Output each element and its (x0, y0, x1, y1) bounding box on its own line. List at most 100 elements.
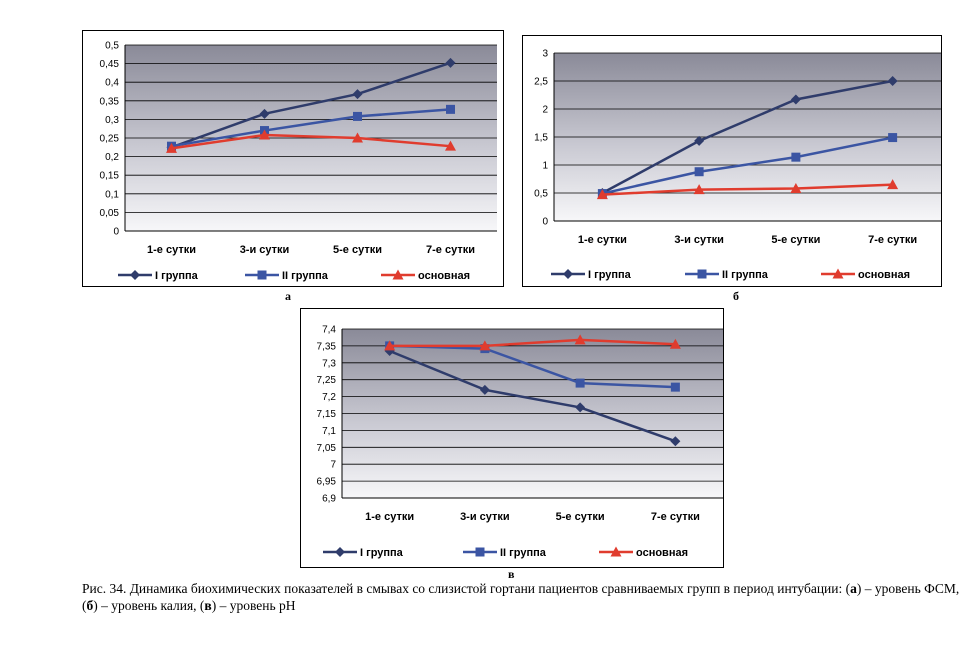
x-tick-label: 5-е сутки (333, 244, 382, 256)
y-tick-label: 6,95 (317, 477, 337, 488)
y-tick-label: 7,4 (322, 325, 336, 336)
legend-marker (610, 546, 622, 557)
data-point (259, 129, 270, 140)
data-point (670, 382, 680, 392)
y-tick-label: 6,9 (322, 494, 336, 505)
x-tick-label: 5-е сутки (771, 234, 820, 246)
data-point (693, 184, 705, 195)
legend-marker (563, 269, 573, 279)
x-tick-label: 1-е сутки (578, 234, 627, 246)
caption-ref-c: в (204, 598, 212, 613)
y-tick-label: 2,5 (534, 77, 548, 88)
series-line (389, 349, 676, 443)
chart-svg-b: 3 2,5 2 1,5 1 0,5 0 1-е сутки 3-и сутки 5-е сутки… (534, 49, 941, 281)
series-line (601, 79, 893, 195)
legend-label: I группа (588, 269, 632, 281)
y-tick-label: 0,15 (100, 171, 120, 182)
caption-mid2: ) – уровень калия, ( (93, 598, 205, 613)
x-tick-label: 3-и сутки (460, 511, 510, 523)
y-tick-label: 1,5 (534, 133, 548, 144)
data-point (888, 133, 898, 143)
legend-label: основная (636, 547, 688, 559)
x-tick-label: 3-и сутки (240, 244, 290, 256)
data-point (694, 135, 705, 146)
series-line (602, 183, 893, 196)
caption-ref-b: б (86, 598, 94, 613)
chart-svg-a: 0,5 0,45 0,4 0,35 0,3 0,25 0,2 0,15 0,1 0,05 0 1-е … (100, 41, 497, 282)
y-tick-label: 0,45 (100, 59, 120, 70)
data-point (790, 94, 801, 105)
chart-panel-a: 0,5 0,45 0,4 0,35 0,3 0,25 0,2 0,15 0,1 0,05 0 1-е … (82, 30, 504, 287)
y-tick-label: 0,05 (100, 208, 120, 219)
y-tick-label: 0,5 (105, 41, 119, 52)
panel-letter-c: в (508, 567, 515, 581)
y-tick-label: 0,35 (100, 96, 120, 107)
data-point (596, 189, 608, 200)
caption-prefix: Рис. 34. Динамика биохимических показате… (82, 581, 851, 596)
y-tick-label: 0 (113, 227, 119, 238)
data-point (479, 384, 490, 395)
y-tick-label: 7 (330, 460, 336, 471)
legend-marker (130, 270, 140, 280)
data-point (574, 334, 586, 345)
data-point (479, 340, 491, 351)
legend-label: II группа (282, 270, 329, 282)
y-tick-label: 7,3 (322, 358, 336, 369)
x-tick-label: 1-е сутки (365, 511, 414, 523)
legend-label: I группа (360, 547, 404, 559)
y-tick-label: 0,1 (105, 189, 119, 200)
data-point (166, 142, 177, 153)
y-tick-label: 0,3 (105, 115, 119, 126)
chart-panel-c: 7,4 7,35 7,3 7,25 7,2 7,15 7,1 7,05 7 6,95 6,9 1-е … (300, 308, 724, 568)
legend-label: I группа (155, 270, 199, 282)
series-line (389, 344, 676, 389)
caption-end: ) – уровень pH (211, 598, 296, 613)
y-tick-label: 3 (542, 49, 548, 60)
data-point (384, 340, 396, 351)
data-point (575, 378, 585, 388)
legend-marker (257, 270, 267, 280)
series-line (171, 108, 451, 148)
caption-mid1: ) – уровень ФСМ, ( (82, 581, 960, 613)
data-point (445, 140, 456, 151)
y-tick-label: 7,1 (322, 426, 336, 437)
chart-panel-b: 3 2,5 2 1,5 1 0,5 0 1-е сутки 3-и сутки 5-е сутки… (522, 35, 942, 287)
legend-marker (832, 268, 844, 279)
legend-marker (335, 547, 345, 557)
data-point (445, 57, 456, 68)
data-point (353, 111, 362, 121)
y-tick-label: 0,25 (100, 134, 120, 145)
legend-label: II группа (722, 269, 769, 281)
caption-ref-a: а (850, 581, 857, 596)
legend-label: основная (418, 270, 470, 282)
x-tick-label: 5-е сутки (556, 511, 605, 523)
panel-letter-a: а (285, 289, 291, 303)
legend-marker (392, 269, 404, 280)
y-tick-label: 0 (542, 217, 548, 228)
x-tick-label: 7-е сутки (868, 234, 917, 246)
legend-label: основная (858, 269, 910, 281)
y-tick-label: 0,5 (534, 189, 548, 200)
data-point (791, 152, 801, 162)
data-point (790, 183, 802, 194)
y-tick-label: 7,2 (322, 392, 336, 403)
y-tick-label: 0,4 (105, 78, 119, 89)
data-point (887, 76, 898, 86)
series-line (171, 133, 451, 150)
y-tick-label: 2 (542, 105, 548, 116)
x-tick-label: 3-и сутки (674, 234, 724, 246)
data-point (352, 89, 363, 100)
data-point (887, 179, 899, 190)
y-tick-label: 7,25 (317, 375, 337, 386)
chart-svg-c: 7,4 7,35 7,3 7,25 7,2 7,15 7,1 7,05 7 6,95 6,9 1-е … (317, 325, 723, 559)
x-tick-label: 1-е сутки (147, 244, 196, 256)
data-point (670, 436, 681, 447)
x-tick-label: 7-е сутки (651, 511, 700, 523)
data-point (575, 402, 586, 413)
y-tick-label: 0,2 (105, 152, 119, 163)
data-point (669, 338, 681, 349)
data-point (259, 108, 270, 119)
legend-label: II группа (500, 547, 547, 559)
data-point (694, 167, 704, 177)
y-tick-label: 7,35 (317, 341, 337, 352)
